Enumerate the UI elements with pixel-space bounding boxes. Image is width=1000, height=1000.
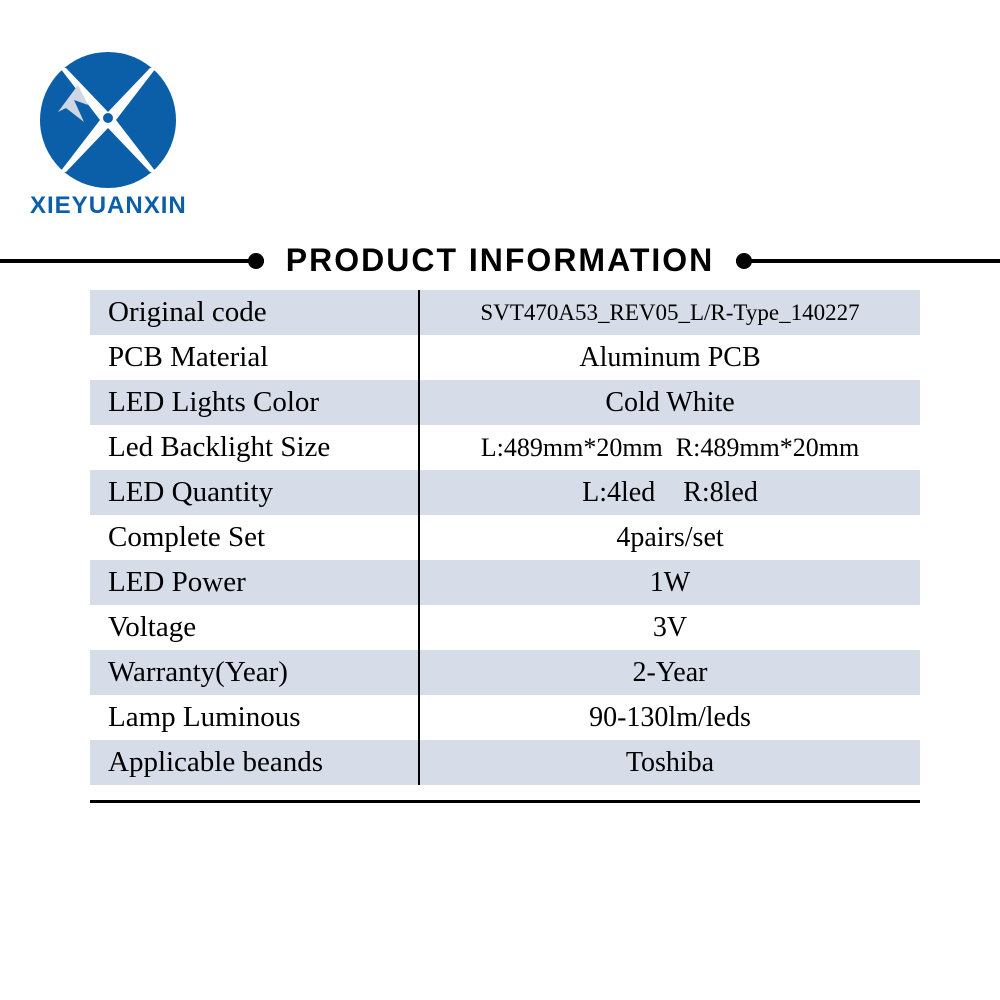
logo-icon (38, 50, 178, 190)
table-bottom-rule (90, 800, 920, 803)
spec-label: Voltage (90, 605, 420, 650)
section-header: PRODUCT INFORMATION (0, 242, 1000, 279)
spec-value: Aluminum PCB (420, 342, 920, 374)
spec-label: LED Quantity (90, 470, 420, 515)
spec-label: LED Lights Color (90, 380, 420, 425)
table-row: Lamp Luminous 90-130lm/leds (90, 695, 920, 740)
spec-label: Original code (90, 290, 420, 335)
spec-value: 2-Year (420, 657, 920, 689)
table-row: Led Backlight Size L:489mm*20mm R:489mm*… (90, 425, 920, 470)
brand-logo-block: XIEYUANXIN (30, 50, 187, 220)
spec-value: Cold White (420, 387, 920, 419)
spec-value: 90-130lm/leds (420, 702, 920, 734)
spec-label: Complete Set (90, 515, 420, 560)
brand-name: XIEYUANXIN (30, 192, 187, 220)
spec-value: 3V (420, 612, 920, 644)
spec-value: L:4led R:8led (420, 477, 920, 509)
spec-label: Lamp Luminous (90, 695, 420, 740)
spec-value: 4pairs/set (420, 522, 920, 554)
table-row: Voltage 3V (90, 605, 920, 650)
spec-label: PCB Material (90, 335, 420, 380)
spec-value: SVT470A53_REV05_L/R-Type_140227 (420, 300, 920, 326)
spec-table: Original code SVT470A53_REV05_L/R-Type_1… (90, 290, 920, 785)
spec-label: Warranty(Year) (90, 650, 420, 695)
table-row: LED Power 1W (90, 560, 920, 605)
spec-value: 1W (420, 567, 920, 599)
table-row: Warranty(Year) 2-Year (90, 650, 920, 695)
header-rule-right (736, 259, 1000, 263)
spec-value: L:489mm*20mm R:489mm*20mm (420, 433, 920, 463)
header-title: PRODUCT INFORMATION (264, 242, 736, 279)
spec-value: Toshiba (420, 747, 920, 779)
table-row: Original code SVT470A53_REV05_L/R-Type_1… (90, 290, 920, 335)
header-rule-left (0, 259, 264, 263)
table-row: Applicable beands Toshiba (90, 740, 920, 785)
table-row: LED Quantity L:4led R:8led (90, 470, 920, 515)
table-row: LED Lights Color Cold White (90, 380, 920, 425)
spec-label: Applicable beands (90, 740, 420, 785)
table-row: Complete Set 4pairs/set (90, 515, 920, 560)
spec-label: Led Backlight Size (90, 425, 420, 470)
table-row: PCB Material Aluminum PCB (90, 335, 920, 380)
spec-label: LED Power (90, 560, 420, 605)
